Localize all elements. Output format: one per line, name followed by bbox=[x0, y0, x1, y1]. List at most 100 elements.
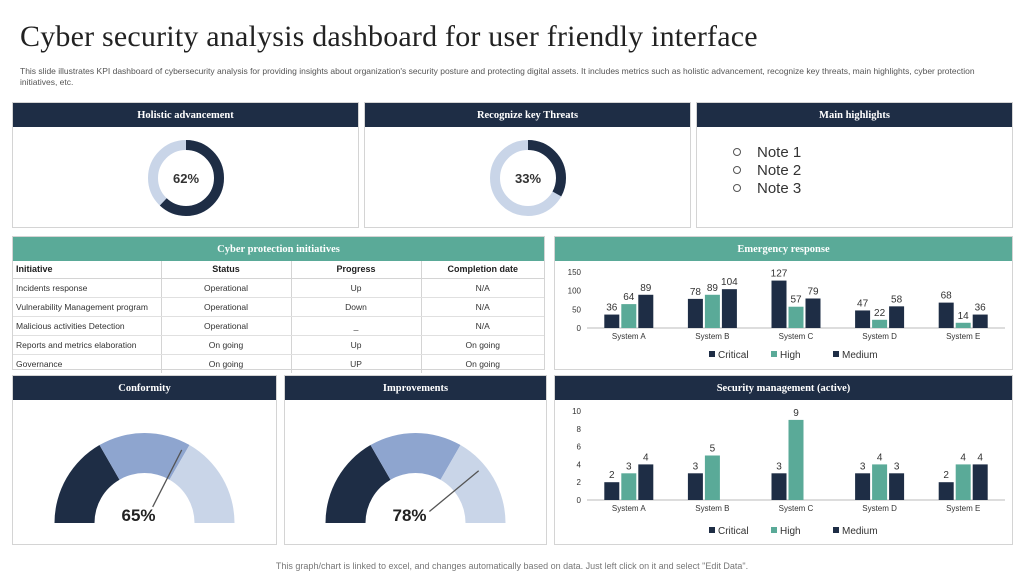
y-tick-label: 6 bbox=[577, 443, 582, 452]
table-cell: N/A bbox=[421, 278, 544, 298]
table-row: Vulnerability Management program Operati… bbox=[13, 297, 544, 317]
bar-medium bbox=[721, 289, 737, 328]
conformity-panel: Conformity 65% bbox=[12, 375, 277, 545]
bar-high bbox=[955, 322, 971, 328]
main-highlights-panel: Main highlights Note 1 Note 2 Note 3 bbox=[696, 102, 1013, 228]
highlight-text: Note 2 bbox=[757, 161, 802, 179]
legend-swatch bbox=[833, 527, 839, 533]
table-cell: Vulnerability Management program bbox=[13, 297, 162, 317]
legend-swatch bbox=[833, 351, 839, 357]
data-label: 5 bbox=[710, 444, 716, 455]
bar-critical bbox=[855, 310, 871, 328]
x-tick-label: System E bbox=[946, 504, 980, 513]
table-cell: Operational bbox=[161, 297, 292, 317]
data-label: 4 bbox=[960, 452, 966, 463]
bar-high bbox=[788, 306, 804, 328]
bar-medium bbox=[638, 294, 654, 328]
gauge-segment-high bbox=[440, 445, 506, 523]
bar-medium bbox=[805, 298, 821, 328]
bar-critical bbox=[687, 298, 703, 328]
bar-high bbox=[704, 294, 720, 328]
table-cell: Reports and metrics elaboration bbox=[13, 335, 162, 355]
y-tick-label: 100 bbox=[568, 287, 582, 296]
x-tick-label: System A bbox=[612, 332, 646, 341]
table-cell: _ bbox=[291, 316, 422, 336]
threats-donut-chart: 33% bbox=[489, 140, 566, 216]
table-cell: N/A bbox=[421, 316, 544, 336]
gauge-segment-mid bbox=[99, 433, 190, 480]
column-header: Completion date bbox=[421, 261, 544, 279]
bar-medium bbox=[972, 464, 988, 500]
legend-label: High bbox=[780, 526, 801, 537]
column-header: Status bbox=[161, 261, 292, 279]
bar-critical bbox=[604, 482, 620, 500]
data-label: 3 bbox=[894, 461, 900, 472]
table-cell: Malicious activities Detection bbox=[13, 316, 162, 336]
bar-critical bbox=[771, 473, 787, 500]
gauge-needle bbox=[152, 449, 183, 508]
threats-percent-label: 33% bbox=[514, 171, 540, 186]
y-tick-label: 0 bbox=[577, 496, 582, 505]
legend-swatch bbox=[709, 351, 715, 357]
data-label: 36 bbox=[975, 303, 987, 314]
data-label: 127 bbox=[771, 269, 788, 280]
data-label: 89 bbox=[707, 283, 719, 294]
data-label: 57 bbox=[790, 295, 802, 306]
data-label: 14 bbox=[958, 311, 970, 322]
bar-critical bbox=[687, 473, 703, 500]
data-label: 104 bbox=[721, 277, 738, 288]
bar-medium bbox=[972, 314, 988, 328]
donut-value-arc bbox=[489, 140, 566, 216]
data-label: 9 bbox=[793, 408, 799, 419]
gauge-percent-label: 78% bbox=[392, 506, 426, 525]
x-tick-label: System B bbox=[695, 504, 729, 513]
emergency-response-header: Emergency response bbox=[555, 237, 1012, 261]
emergency-response-panel: Emergency response 0 50 100 150 36 64 89 System… bbox=[554, 236, 1013, 370]
circle-bullet-icon bbox=[733, 166, 741, 174]
cyber-protection-header: Cyber protection initiatives bbox=[13, 237, 544, 261]
bar-critical bbox=[938, 482, 954, 500]
data-label: 36 bbox=[606, 303, 618, 314]
legend-label: High bbox=[780, 350, 801, 361]
highlight-item: Note 2 bbox=[733, 161, 801, 179]
footer-note: This graph/chart is linked to excel, and… bbox=[275, 561, 749, 571]
y-tick-label: 2 bbox=[577, 478, 582, 487]
conformity-gauge: 65% bbox=[54, 433, 235, 525]
bar-critical bbox=[604, 314, 620, 328]
legend-label: Critical bbox=[718, 526, 749, 537]
highlight-item: Note 3 bbox=[733, 179, 801, 197]
gauge-needle bbox=[428, 470, 480, 513]
bar-high bbox=[872, 319, 888, 328]
legend-swatch bbox=[771, 527, 777, 533]
legend-label: Critical bbox=[718, 350, 749, 361]
table-cell: On going bbox=[161, 335, 292, 355]
table-cell: Operational bbox=[161, 278, 292, 298]
table-cell: On going bbox=[465, 358, 501, 369]
key-threats-header: Recognize key Threats bbox=[365, 103, 690, 127]
data-label: 4 bbox=[977, 452, 983, 463]
x-tick-label: System D bbox=[862, 504, 897, 513]
data-label: 79 bbox=[807, 287, 819, 298]
y-tick-label: 0 bbox=[577, 324, 582, 333]
bar-medium bbox=[638, 464, 654, 500]
data-label: 4 bbox=[643, 452, 649, 463]
data-label: 22 bbox=[874, 308, 886, 319]
highlights-list: Note 1 Note 2 Note 3 bbox=[733, 143, 801, 197]
data-label: 3 bbox=[626, 461, 632, 472]
bar-high bbox=[955, 464, 971, 500]
highlight-item: Note 1 bbox=[733, 143, 801, 161]
initiatives-table: Initiative Status Progress Completion da… bbox=[13, 261, 544, 373]
data-label: 3 bbox=[776, 461, 782, 472]
holistic-donut-chart: 62% bbox=[147, 140, 224, 216]
main-highlights-header: Main highlights bbox=[697, 103, 1012, 127]
bar-critical bbox=[855, 473, 871, 500]
legend-swatch bbox=[771, 351, 777, 357]
legend-label: Medium bbox=[842, 526, 878, 537]
y-tick-label: 150 bbox=[568, 268, 582, 277]
data-label: 2 bbox=[609, 470, 615, 481]
x-tick-label: System E bbox=[946, 332, 980, 341]
y-tick-label: 8 bbox=[577, 425, 582, 434]
page-title: Cyber security analysis dashboard for us… bbox=[20, 20, 758, 53]
page-subtitle: This slide illustrates KPI dashboard of … bbox=[20, 66, 975, 87]
